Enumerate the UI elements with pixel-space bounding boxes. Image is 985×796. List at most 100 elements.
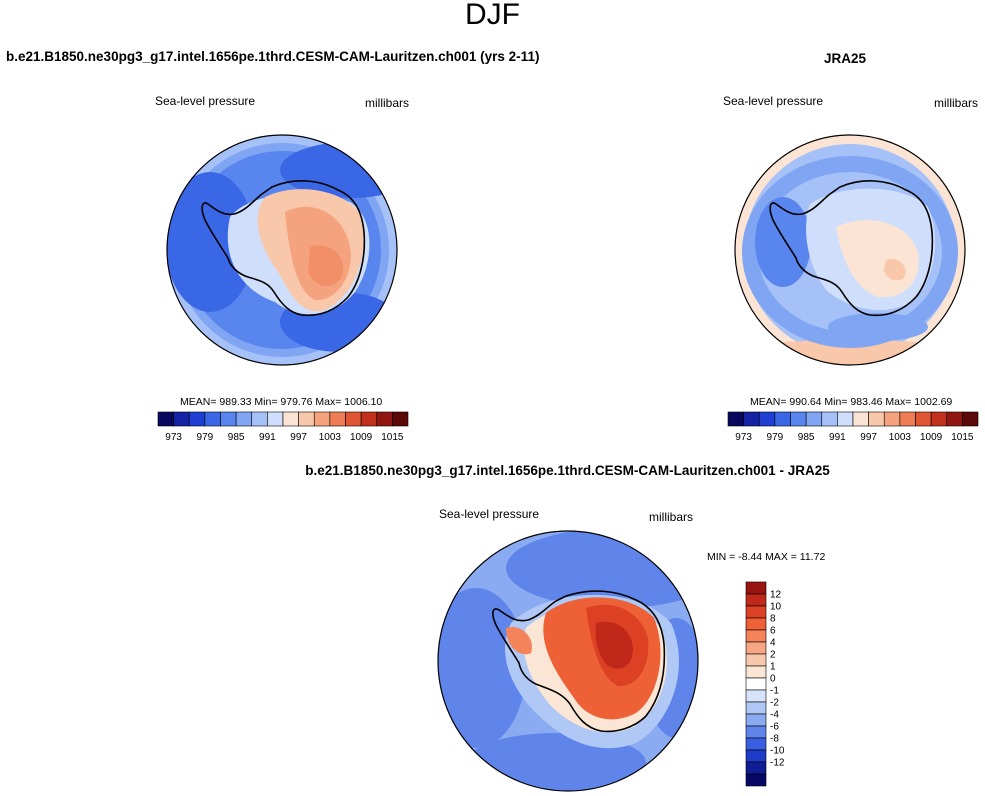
variable-label-diff: Sea-level pressure	[439, 507, 540, 521]
colorbar-difference-swatch	[745, 773, 767, 787]
colorbar-difference-swatch	[745, 617, 767, 631]
units-label-diff: millibars	[649, 510, 694, 524]
colorbar-difference-swatch	[745, 653, 767, 667]
colorbar-obs-tick-label: 1003	[889, 432, 912, 443]
colorbar-model-swatch	[392, 411, 409, 427]
antarctica-coastline	[492, 590, 666, 733]
colorbar-difference-swatch	[745, 605, 767, 619]
colorbar-model-swatch	[204, 411, 221, 427]
colorbar-obs-tick-label: 973	[735, 432, 752, 443]
page-title: DJF	[465, 0, 520, 31]
colorbar-obs-swatch	[868, 411, 885, 427]
colorbar-difference-swatch	[745, 581, 767, 595]
colorbar-model-tick-label: 991	[259, 432, 276, 443]
stats-diff: MIN = -8.44 MAX = 11.72	[707, 551, 826, 563]
colorbar-difference-swatch	[745, 689, 767, 703]
colorbar-model-tick-label: 985	[228, 432, 245, 443]
colorbar-difference-swatch	[745, 629, 767, 643]
antarctica-coastline	[769, 180, 934, 317]
colorbar-model-swatch	[220, 411, 237, 427]
colorbar-difference-swatch	[745, 737, 767, 751]
colorbar-difference-swatch	[745, 593, 767, 607]
colorbar-model-tick-label: 1009	[350, 432, 373, 443]
colorbar-difference-tick-label: -4	[770, 710, 779, 721]
field-continent-peak	[884, 259, 906, 281]
colorbar-difference-tick-label: -8	[770, 734, 779, 745]
colorbar-obs-swatch	[883, 411, 901, 427]
map-difference	[437, 530, 699, 792]
colorbar-model-swatch	[345, 411, 362, 427]
colorbar-difference-swatch	[745, 713, 767, 727]
colorbar-obs-tick-label: 979	[767, 432, 784, 443]
antarctica-coastline	[201, 180, 366, 317]
panel-title-obs: JRA25	[824, 51, 867, 66]
colorbar-obs-swatch	[821, 411, 838, 427]
field-trough-west	[167, 172, 255, 312]
colorbar-difference-tick-label: 1	[770, 662, 776, 673]
map-model	[166, 134, 398, 366]
colorbar-model-tick-label: 973	[165, 432, 182, 443]
colorbar-model-swatch	[298, 411, 315, 427]
colorbar-model-swatch	[282, 411, 299, 427]
colorbar-difference-tick-label: 4	[770, 638, 776, 649]
map-obs	[734, 134, 966, 366]
colorbar-difference-tick-label: 12	[770, 590, 782, 601]
colorbar-difference-tick-label: -2	[770, 698, 779, 709]
colorbar-obs-tick-label: 997	[860, 432, 877, 443]
field-trough-south	[828, 313, 928, 341]
colorbar-difference-tick-label: -12	[770, 758, 785, 769]
units-label-obs: millibars	[934, 96, 979, 110]
colorbar-model-swatch	[235, 411, 253, 427]
field-ring-mid	[742, 156, 958, 348]
colorbar-difference-tick-label: 10	[770, 602, 782, 613]
colorbar-model-tick-label: 979	[197, 432, 214, 443]
variable-label-obs: Sea-level pressure	[723, 94, 824, 108]
colorbar-obs-swatch	[962, 411, 979, 427]
colorbar-obs-swatch	[946, 411, 963, 427]
map-border	[734, 134, 966, 366]
colorbar-obs-swatch	[805, 411, 823, 427]
map-border	[166, 134, 398, 366]
colorbar-model: 973 979 985 991 997 1003 1009 1015	[157, 411, 409, 443]
colorbar-obs-swatch	[758, 411, 776, 427]
colorbar-model-swatch	[360, 411, 378, 427]
colorbar-model-swatch	[173, 411, 190, 427]
colorbar-model-tick-label: 997	[290, 432, 307, 443]
colorbar-difference-tick-label: -6	[770, 722, 779, 733]
stats-model: MEAN= 989.33 Min= 979.76 Max= 1006.10	[180, 396, 383, 408]
colorbar-difference-swatch	[745, 677, 767, 691]
field-plateau-max	[595, 621, 633, 669]
colorbar-difference-tick-label: 2	[770, 650, 776, 661]
field-trough-west	[438, 588, 526, 748]
field-peninsula	[506, 627, 532, 655]
units-label-model: millibars	[365, 96, 410, 110]
colorbar-obs-swatch	[727, 411, 744, 427]
colorbar-model-swatch	[251, 411, 268, 427]
colorbar-model-swatch	[188, 411, 206, 427]
colorbar-model-swatch	[267, 411, 284, 427]
colorbar-difference-swatch	[745, 761, 767, 775]
colorbar-obs-swatch	[915, 411, 932, 427]
colorbar-obs-swatch	[790, 411, 807, 427]
colorbar-model-swatch	[157, 411, 174, 427]
colorbar-model-swatch	[376, 411, 393, 427]
map-border	[437, 530, 699, 792]
panel-title-model: b.e21.B1850.ne30pg3_g17.intel.1656pe.1th…	[6, 49, 540, 64]
colorbar-obs-swatch	[774, 411, 791, 427]
colorbar-obs-tick-label: 1009	[920, 432, 943, 443]
colorbar-difference-swatch	[745, 641, 767, 655]
field-trough-west	[755, 197, 811, 287]
colorbar-model-tick-label: 1015	[381, 432, 404, 443]
colorbar-obs-swatch	[852, 411, 869, 427]
colorbar-difference-tick-label: 0	[770, 674, 776, 685]
colorbar-obs-tick-label: 991	[829, 432, 846, 443]
panel-title-difference: b.e21.B1850.ne30pg3_g17.intel.1656pe.1th…	[305, 463, 830, 478]
colorbar-obs-swatch	[743, 411, 760, 427]
colorbar-difference-tick-label: -10	[770, 746, 785, 757]
colorbar-obs-tick-label: 985	[798, 432, 815, 443]
colorbar-difference-tick-label: -1	[770, 686, 779, 697]
colorbar-difference-swatch	[745, 725, 767, 739]
colorbar-difference-swatch	[745, 701, 767, 715]
colorbar-obs-tick-label: 1015	[951, 432, 974, 443]
